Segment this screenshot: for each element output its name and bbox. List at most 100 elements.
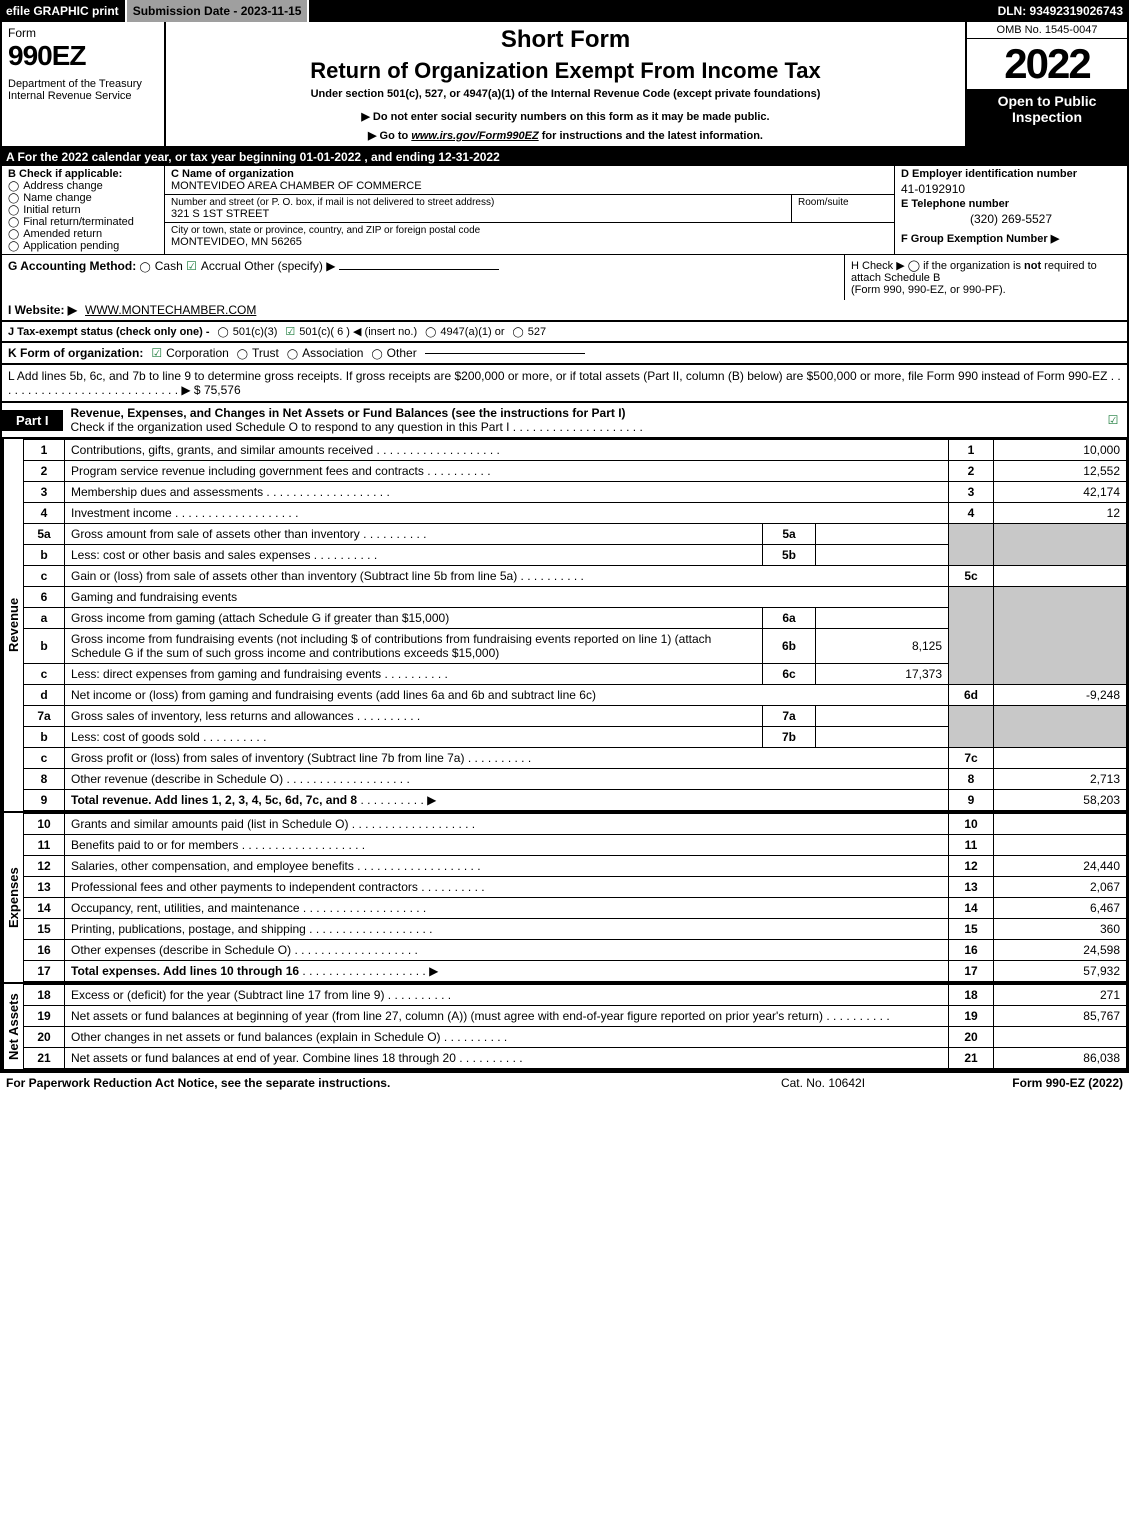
chk-application-pending[interactable]: Application pending	[8, 240, 158, 252]
header-center: Short Form Return of Organization Exempt…	[166, 22, 965, 146]
chk-amended-return[interactable]: Amended return	[8, 228, 158, 240]
g-other-input[interactable]	[339, 269, 499, 270]
return-title: Return of Organization Exempt From Incom…	[172, 58, 959, 84]
room-suite: Room/suite	[792, 195, 894, 222]
h-not: not	[1024, 260, 1041, 272]
revenue-side-label: Revenue	[2, 439, 23, 811]
form-id: Form 990-EZ (2022)	[923, 1076, 1123, 1090]
g-other[interactable]: Other (specify) ▶	[244, 259, 335, 273]
line-19: 19Net assets or fund balances at beginni…	[24, 1006, 1127, 1027]
j-label: J Tax-exempt status (check only one) -	[8, 326, 210, 338]
line-9: 9Total revenue. Add lines 1, 2, 3, 4, 5c…	[24, 790, 1127, 811]
section-c: C Name of organization MONTEVIDEO AREA C…	[165, 166, 894, 254]
short-form-title: Short Form	[172, 26, 959, 54]
section-d-e-f: D Employer identification number 41-0192…	[894, 166, 1127, 254]
section-g: G Accounting Method: Cash Accrual Other …	[2, 255, 844, 300]
spacer	[309, 0, 991, 22]
g-cash[interactable]: Cash	[140, 259, 183, 273]
line-11: 11Benefits paid to or for members11	[24, 835, 1127, 856]
form-word: Form	[8, 26, 158, 40]
city-value: MONTEVIDEO, MN 56265	[171, 236, 480, 248]
k-other[interactable]: Other	[371, 346, 416, 360]
line-21: 21Net assets or fund balances at end of …	[24, 1048, 1127, 1069]
page-footer: For Paperwork Reduction Act Notice, see …	[0, 1071, 1129, 1093]
line-8: 8Other revenue (describe in Schedule O)8…	[24, 769, 1127, 790]
k-trust[interactable]: Trust	[237, 346, 279, 360]
revenue-table: 1Contributions, gifts, grants, and simil…	[23, 439, 1127, 811]
i-label: I Website: ▶	[8, 303, 77, 317]
k-corporation[interactable]: Corporation	[151, 346, 228, 360]
line-12: 12Salaries, other compensation, and empl…	[24, 856, 1127, 877]
line-10: 10Grants and similar amounts paid (list …	[24, 814, 1127, 835]
website-link[interactable]: WWW.MONTECHAMBER.COM	[85, 303, 256, 317]
efile-label[interactable]: efile GRAPHIC print	[0, 0, 127, 22]
line-5a: 5aGross amount from sale of assets other…	[24, 524, 1127, 545]
addr-label: Number and street (or P. O. box, if mail…	[171, 197, 785, 208]
section-j: J Tax-exempt status (check only one) - 5…	[0, 322, 1129, 343]
j-501c[interactable]: 501(c)( 6 ) ◀ (insert no.)	[285, 325, 417, 338]
line-18: 18Excess or (deficit) for the year (Subt…	[24, 985, 1127, 1006]
phone-value: (320) 269-5527	[901, 212, 1121, 226]
top-bar: efile GRAPHIC print Submission Date - 20…	[0, 0, 1129, 22]
omb-number: OMB No. 1545-0047	[967, 22, 1127, 39]
org-name: MONTEVIDEO AREA CHAMBER OF COMMERCE	[171, 180, 422, 192]
header-right: OMB No. 1545-0047 2022 Open to Public In…	[965, 22, 1127, 146]
chk-name-change[interactable]: Name change	[8, 192, 158, 204]
part-i-title: Revenue, Expenses, and Changes in Net As…	[63, 403, 1103, 437]
line-6: 6Gaming and fundraising events	[24, 587, 1127, 608]
e-label: E Telephone number	[901, 198, 1121, 210]
k-other-input[interactable]	[425, 353, 585, 354]
chk-final-return[interactable]: Final return/terminated	[8, 216, 158, 228]
j-527[interactable]: 527	[513, 326, 547, 338]
section-i: I Website: ▶ WWW.MONTECHAMBER.COM	[0, 300, 1129, 322]
city-row: City or town, state or province, country…	[165, 223, 894, 250]
open-to-public: Open to Public Inspection	[967, 89, 1127, 146]
goto-pre: ▶ Go to	[368, 130, 411, 142]
section-h: H Check ▶ ◯ if the organization is not r…	[844, 255, 1127, 300]
revenue-group: Revenue 1Contributions, gifts, grants, a…	[0, 439, 1129, 811]
dln-label: DLN: 93492319026743	[992, 0, 1129, 22]
under-section: Under section 501(c), 527, or 4947(a)(1)…	[172, 88, 959, 100]
submission-date: Submission Date - 2023-11-15	[127, 0, 310, 22]
ssn-warning: ▶ Do not enter social security numbers o…	[172, 110, 959, 123]
line-17: 17Total expenses. Add lines 10 through 1…	[24, 961, 1127, 982]
address-row: Number and street (or P. O. box, if mail…	[165, 195, 894, 223]
chk-address-change[interactable]: Address change	[8, 180, 158, 192]
g-accrual[interactable]: Accrual	[186, 259, 241, 273]
goto-instructions: ▶ Go to www.irs.gov/Form990EZ for instru…	[172, 129, 959, 142]
street-value: 321 S 1ST STREET	[171, 208, 785, 220]
form-header: Form 990EZ Department of the Treasury In…	[0, 22, 1129, 148]
line-1: 1Contributions, gifts, grants, and simil…	[24, 440, 1127, 461]
part-i-header: Part I Revenue, Expenses, and Changes in…	[0, 403, 1129, 439]
header-left: Form 990EZ Department of the Treasury In…	[2, 22, 166, 146]
line-2: 2Program service revenue including gover…	[24, 461, 1127, 482]
g-label: G Accounting Method:	[8, 259, 136, 273]
h-text1: H Check ▶ ◯ if the organization is	[851, 260, 1024, 272]
part-i-sub: Check if the organization used Schedule …	[71, 420, 643, 434]
k-association[interactable]: Association	[287, 346, 364, 360]
line-14: 14Occupancy, rent, utilities, and mainte…	[24, 898, 1127, 919]
j-501c3[interactable]: 501(c)(3)	[218, 326, 278, 338]
ein-value: 41-0192910	[901, 182, 1121, 196]
goto-post: for instructions and the latest informat…	[539, 130, 763, 142]
line-20: 20Other changes in net assets or fund ba…	[24, 1027, 1127, 1048]
line-3: 3Membership dues and assessments342,174	[24, 482, 1127, 503]
org-name-row: C Name of organization MONTEVIDEO AREA C…	[165, 166, 894, 195]
f-label: F Group Exemption Number ▶	[901, 232, 1121, 245]
expenses-table: 10Grants and similar amounts paid (list …	[23, 813, 1127, 982]
city-label: City or town, state or province, country…	[171, 225, 480, 236]
room-label: Room/suite	[798, 197, 888, 208]
line-4: 4Investment income412	[24, 503, 1127, 524]
part-i-tab: Part I	[2, 410, 63, 431]
street-address: Number and street (or P. O. box, if mail…	[165, 195, 792, 222]
section-g-h: G Accounting Method: Cash Accrual Other …	[0, 254, 1129, 300]
form-number: 990EZ	[8, 40, 158, 72]
netassets-table: 18Excess or (deficit) for the year (Subt…	[23, 984, 1127, 1069]
irs-link[interactable]: www.irs.gov/Form990EZ	[411, 130, 538, 142]
part-i-check[interactable]	[1103, 413, 1127, 427]
line-7a: 7aGross sales of inventory, less returns…	[24, 706, 1127, 727]
d-label: D Employer identification number	[901, 168, 1121, 180]
line-15: 15Printing, publications, postage, and s…	[24, 919, 1127, 940]
chk-initial-return[interactable]: Initial return	[8, 204, 158, 216]
j-4947[interactable]: 4947(a)(1) or	[425, 326, 504, 338]
